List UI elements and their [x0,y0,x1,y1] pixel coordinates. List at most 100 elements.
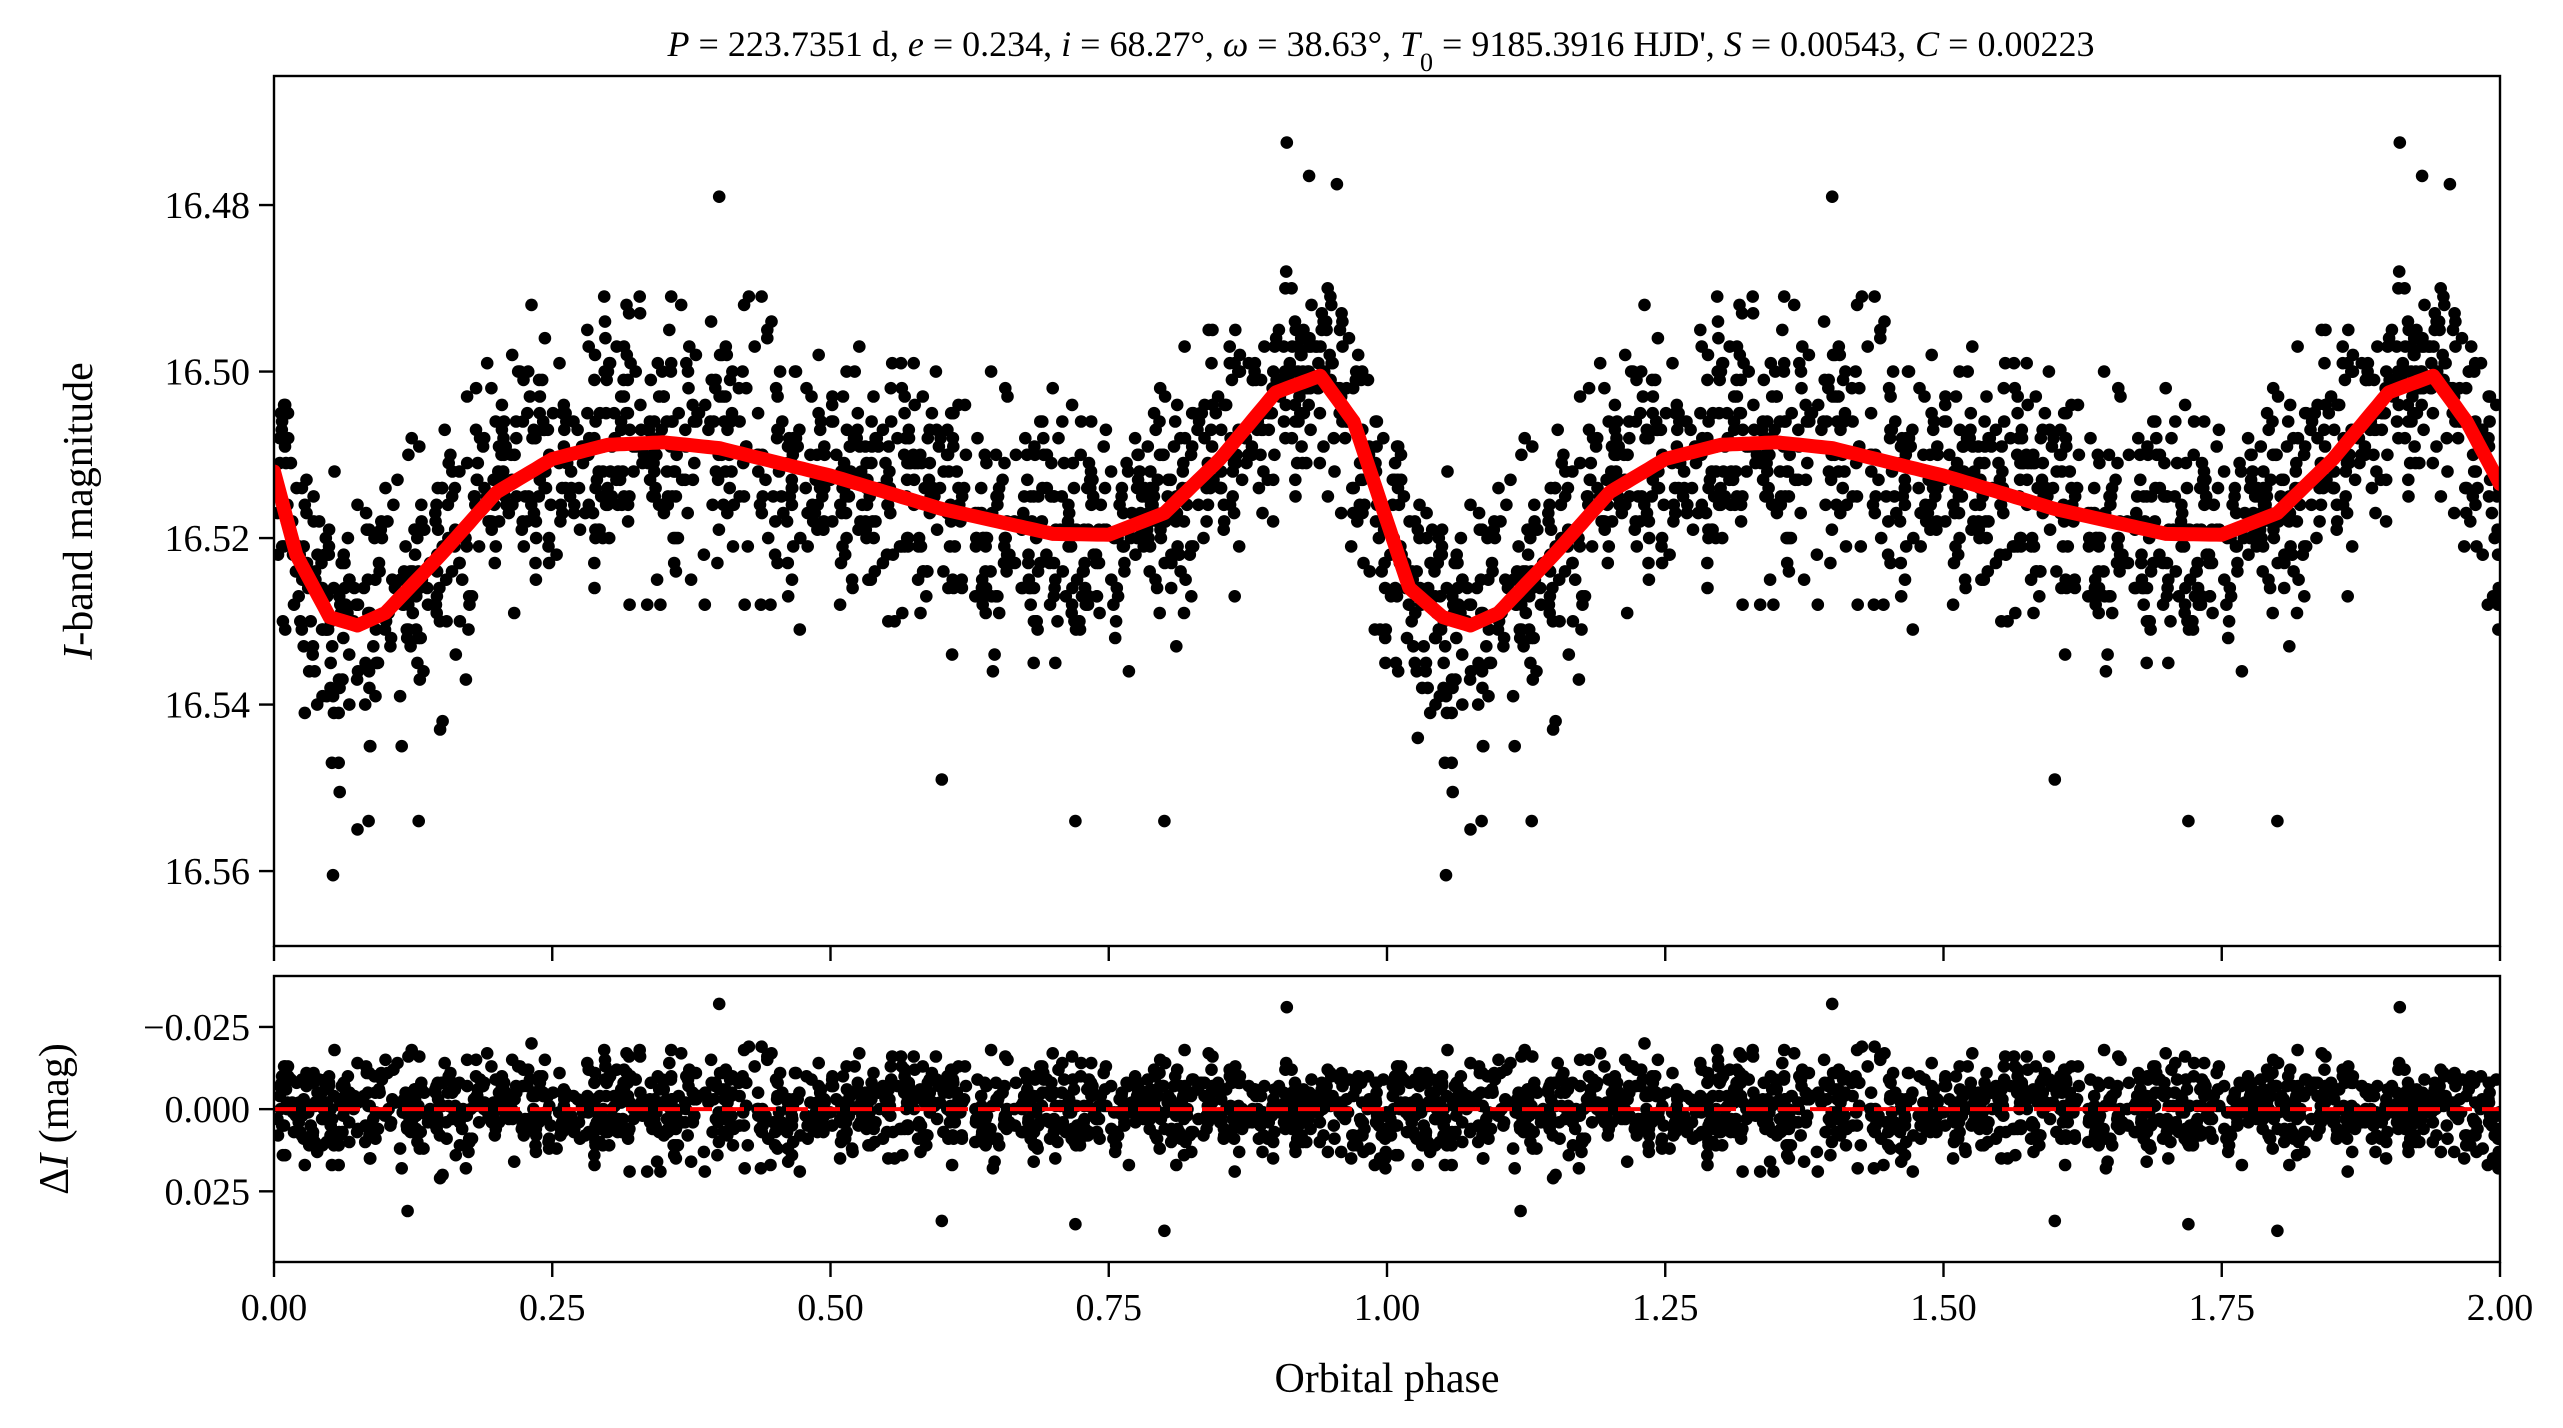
residual-point [2157,1089,2171,1103]
data-point [1289,415,1302,428]
data-point [1064,540,1078,553]
data-point [362,523,376,536]
data-point [1267,365,1280,378]
data-point [2105,606,2119,620]
data-point [298,498,312,512]
data-point [1543,606,1556,620]
data-point [420,581,434,595]
data-point [505,348,519,362]
bottom-points-layer [274,997,2500,1238]
residual-point [2101,1155,2114,1168]
residual-point [1423,1145,1437,1159]
data-point [1285,340,1299,353]
data-point [2402,490,2415,503]
data-point [1305,298,1318,312]
data-point [884,415,898,428]
data-point [1767,598,1780,611]
data-point [2339,465,2353,478]
data-point [644,373,658,387]
data-point [529,515,543,528]
residual-point [485,1060,498,1073]
data-point [971,431,984,445]
data-point [781,556,795,570]
residual-point [681,1129,694,1142]
data-point [324,656,338,670]
data-point [851,406,865,420]
data-point [598,315,612,328]
residual-point [2097,1043,2111,1057]
data-point [1997,381,2011,395]
data-point [510,431,523,445]
data-point [1825,523,1839,536]
residual-point [2187,1056,2201,1070]
residual-point [2291,1043,2304,1057]
data-point [1979,515,1992,528]
residual-point [363,1129,376,1142]
data-point [1321,490,1335,503]
residual-point [1906,1165,1920,1178]
data-point [2433,323,2446,337]
data-point [2083,531,2096,545]
residual-point [274,1129,285,1142]
residual-point [1746,1050,1760,1063]
residual-point [1949,1070,1963,1083]
residual-point [2147,1060,2160,1073]
data-point [1765,390,1779,403]
data-point [1075,590,1089,603]
residual-point [1669,1086,1682,1099]
data-point [1793,356,1806,370]
residual-point [480,1047,494,1060]
data-point [833,598,847,611]
data-point [507,606,521,620]
residual-point [1927,1083,1941,1096]
data-point [1149,573,1162,586]
data-point [1214,481,1228,495]
residual-point [298,1158,312,1172]
data-point [1646,473,1660,487]
data-point [573,523,587,536]
data-point [1803,415,1816,428]
data-point [1898,573,1912,586]
data-point [914,606,927,620]
data-point [1753,598,1767,611]
data-point [2197,415,2211,428]
data-point [1438,640,1452,653]
data-point [2379,473,2393,487]
residual-point [1777,1043,1791,1057]
data-point [2020,356,2033,370]
residual-point [2491,1152,2500,1165]
residual-point [2315,1047,2328,1060]
data-point [2030,565,2043,578]
residual-point [1601,1129,1615,1142]
residual-point [817,1109,831,1122]
residual-point [386,1093,399,1106]
data-point [2396,356,2410,370]
data-point [2408,440,2421,453]
data-point [1713,373,1726,387]
data-point [1415,681,1429,695]
data-point [1437,681,1450,695]
data-point [1995,440,2008,453]
residual-point [770,1093,784,1106]
residual-point [1794,1129,1807,1142]
data-point [1810,548,1824,561]
data-point [1826,348,1840,362]
data-point [554,515,567,528]
residual-point [1009,1076,1023,1090]
residual-point [741,1139,755,1152]
data-point [1726,473,1740,487]
data-point [2122,448,2136,462]
residual-point [2437,1066,2450,1080]
data-point [604,465,617,478]
residual-point [511,1060,525,1073]
data-point [2482,490,2496,503]
data-point [648,490,662,503]
residual-point [1817,1053,1831,1067]
data-point [1178,340,1191,353]
data-point [1304,423,1317,437]
data-point [532,373,546,387]
data-point [2159,381,2172,395]
residual-point [550,1142,563,1155]
data-point [882,440,895,453]
data-point [521,406,534,420]
